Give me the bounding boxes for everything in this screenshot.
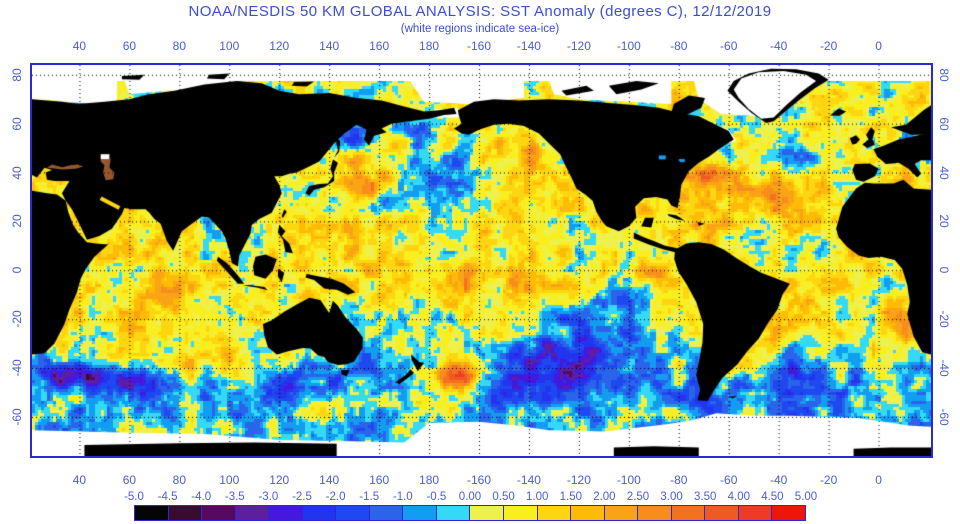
lon-tick-label-top: 80 xyxy=(172,39,187,53)
colorbar-tick-label: 0.00 xyxy=(458,491,482,503)
lon-tick-label-top: 120 xyxy=(269,39,290,53)
lat-tick-label-right: -40 xyxy=(937,359,951,377)
colorbar-cell xyxy=(537,506,572,520)
colorbar-cell xyxy=(369,506,404,520)
lon-tick-label-top: 100 xyxy=(219,39,240,53)
lat-tick-label-left: 80 xyxy=(10,68,24,82)
colorbar-tick-label: -3.0 xyxy=(258,491,279,503)
lon-tick-label-bottom: -60 xyxy=(720,473,738,487)
colorbar-tick-label: -4.0 xyxy=(191,491,212,503)
lat-tick-label-right: -60 xyxy=(937,408,951,426)
lon-tick-label-bottom: -20 xyxy=(819,473,838,487)
lon-tick-label-bottom: 0 xyxy=(875,473,882,487)
colorbar-tick-label: -3.5 xyxy=(224,491,245,503)
lon-tick-label-top: 140 xyxy=(319,39,340,53)
lon-tick-label-bottom: 60 xyxy=(122,473,137,487)
lon-tick-label-top: -60 xyxy=(720,39,738,53)
colorbar-cell xyxy=(168,506,203,520)
colorbar-cell xyxy=(470,506,505,520)
colorbar-cell xyxy=(135,506,169,520)
colorbar-tick-label: 3.50 xyxy=(693,491,717,503)
lon-tick-label-top: 0 xyxy=(875,39,882,53)
colorbar-cell xyxy=(202,506,236,520)
lon-tick-label-top: -160 xyxy=(466,39,492,53)
lon-tick-label-top: 160 xyxy=(369,39,390,53)
lon-tick-label-bottom: 100 xyxy=(219,473,240,487)
world-map-canvas xyxy=(30,63,933,458)
colorbar-cell xyxy=(302,506,337,520)
lon-tick-label-bottom: -140 xyxy=(516,473,541,487)
lon-tick-label-top: -40 xyxy=(769,39,788,53)
lon-tick-label-bottom: 120 xyxy=(269,473,290,487)
colorbar-cell xyxy=(403,506,437,520)
colorbar-tick-label: -4.5 xyxy=(157,491,178,503)
lon-tick-label-bottom: -160 xyxy=(466,473,492,487)
lat-tick-label-left: 20 xyxy=(10,214,24,229)
colorbar-tick-label: 1.00 xyxy=(525,491,549,503)
lat-tick-label-right: 80 xyxy=(937,68,951,82)
colorbar-cell xyxy=(772,506,805,520)
page-title: NOAA/NESDIS 50 KM GLOBAL ANALYSIS: SST A… xyxy=(188,3,772,20)
colorbar-tick-label: -5.0 xyxy=(124,491,144,503)
lat-tick-label-right: 0 xyxy=(937,266,951,274)
colorbar-tick-label: 4.00 xyxy=(727,491,750,503)
lat-tick-label-right: 60 xyxy=(937,116,951,131)
colorbar-cell xyxy=(336,506,370,520)
lon-tick-label-bottom: 140 xyxy=(319,473,340,487)
lon-tick-label-top: 40 xyxy=(72,39,87,53)
colorbar-cell xyxy=(269,506,303,520)
colorbar-cell xyxy=(436,506,471,520)
colorbar-tick-label: 1.50 xyxy=(559,491,582,503)
lon-tick-label-bottom: -40 xyxy=(769,473,788,487)
lon-tick-label-top: -140 xyxy=(516,39,541,53)
lat-tick-label-left: -60 xyxy=(10,408,24,426)
lat-tick-label-left: 40 xyxy=(10,165,24,180)
lat-tick-label-left: -40 xyxy=(10,359,24,377)
colorbar-tick-label: -2.5 xyxy=(292,491,312,503)
lon-tick-label-bottom: 80 xyxy=(172,473,187,487)
colorbar-tick-label: -1.0 xyxy=(392,491,413,503)
lon-tick-label-top: -20 xyxy=(819,39,838,53)
colorbar-tick-label: 0.50 xyxy=(492,491,515,503)
lat-tick-label-left: -20 xyxy=(10,310,24,328)
lon-tick-label-top: -100 xyxy=(616,39,641,53)
lon-tick-label-top: 60 xyxy=(122,39,137,53)
lon-tick-label-bottom: 40 xyxy=(72,473,87,487)
colorbar-cell xyxy=(671,506,706,520)
colorbar-tick-label: -0.5 xyxy=(426,491,447,503)
colorbar-cell xyxy=(571,506,605,520)
colorbar-tick-label: 4.50 xyxy=(761,491,784,503)
colorbar xyxy=(134,505,806,521)
lat-tick-label-left: 0 xyxy=(10,266,24,274)
lat-tick-label-right: 40 xyxy=(937,165,951,180)
colorbar-cell xyxy=(738,506,773,520)
lat-tick-label-right: 20 xyxy=(937,214,951,229)
colorbar-cell xyxy=(504,506,538,520)
lon-tick-label-bottom: -100 xyxy=(616,473,641,487)
lon-tick-label-bottom: -120 xyxy=(566,473,591,487)
colorbar-cell xyxy=(705,506,739,520)
colorbar-tick-label: -1.5 xyxy=(359,491,380,503)
lon-tick-label-bottom: 180 xyxy=(419,473,440,487)
colorbar-tick-label: 5.00 xyxy=(794,491,818,503)
lon-tick-label-top: -80 xyxy=(670,39,688,53)
colorbar-tick-label: -2.0 xyxy=(325,491,346,503)
page-subtitle: (white regions indicate sea-ice) xyxy=(400,23,560,35)
lon-tick-label-bottom: -80 xyxy=(670,473,688,487)
colorbar-tick-label: 2.50 xyxy=(626,491,650,503)
colorbar-cell xyxy=(638,506,672,520)
lat-tick-label-left: 60 xyxy=(10,116,24,131)
lon-tick-label-top: 180 xyxy=(419,39,440,53)
lat-tick-label-right: -20 xyxy=(937,310,951,328)
lon-tick-label-bottom: 160 xyxy=(369,473,390,487)
colorbar-tick-label: 2.00 xyxy=(593,491,616,503)
colorbar-cell xyxy=(235,506,270,520)
lon-tick-label-top: -120 xyxy=(566,39,591,53)
colorbar-cell xyxy=(604,506,639,520)
colorbar-tick-label: 3.00 xyxy=(660,491,683,503)
